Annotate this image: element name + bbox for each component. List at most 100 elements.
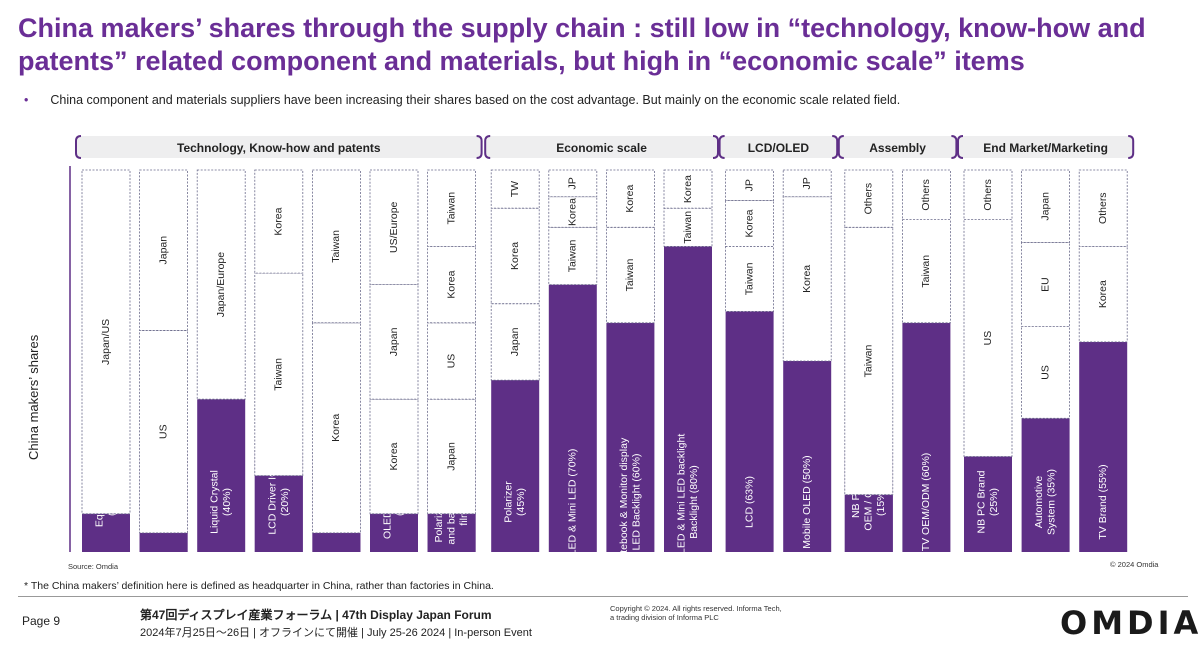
segment-label: JP	[801, 177, 813, 189]
segment-label-line: Japan/Europe	[215, 252, 227, 318]
china-share-bar	[491, 380, 540, 552]
china-share-bar	[1079, 341, 1128, 552]
other-share-segment	[369, 169, 419, 285]
other-share-segment	[254, 169, 304, 274]
group-header: Economic scale	[484, 135, 719, 159]
segment-label-line: Taiwan	[863, 344, 875, 377]
other-share-segment	[311, 322, 361, 534]
segment-label-line: Others	[1097, 192, 1109, 224]
stacked-bar: TV Brand (55%) Korea Others	[1078, 169, 1128, 552]
other-share-segment	[606, 169, 655, 228]
china-share-bar	[606, 322, 655, 552]
segment-label: US	[445, 354, 457, 369]
segment-label-line: Korea	[273, 207, 285, 235]
segment-label: Korea	[624, 184, 636, 212]
segment-label: US/Europe	[388, 201, 400, 253]
segment-label-line: Japan	[1039, 192, 1051, 221]
china-share-label: TV LED & Mini LED backlight Backlight (80…	[676, 434, 701, 560]
segment-label-line: Taiwan	[445, 192, 457, 225]
segment-label: Others	[863, 183, 875, 215]
china-share-label-line: TV Brand (55%)	[1097, 464, 1109, 539]
china-share-label: LCD Driver IC (20%)	[266, 469, 291, 535]
segment-label: Korea	[445, 270, 457, 298]
segment-label: Korea	[743, 209, 755, 237]
bullet-text: • China component and materials suppliers…	[24, 93, 900, 107]
segment-label-line: EU	[1039, 277, 1051, 292]
china-share-label-line: (45%)	[515, 488, 527, 516]
segment-label-line: JP	[743, 179, 755, 191]
segment-label: Korea	[801, 265, 813, 293]
segment-label-line: Korea	[1097, 280, 1109, 308]
stacked-bar: LCD Driver IC (20%) Taiwan Korea	[254, 169, 304, 552]
other-share-segment	[844, 226, 894, 496]
group-header-bg	[958, 136, 1134, 158]
segment-label-line: Korea	[624, 184, 636, 212]
group-bracket-left	[75, 135, 82, 159]
other-share-segment	[427, 246, 477, 324]
china-share-label-line: LCD (63%)	[743, 476, 755, 528]
china-label-backing	[964, 452, 1012, 552]
segment-label-line: US	[1039, 365, 1051, 380]
other-share-segment	[663, 169, 713, 209]
legal-line-2: a trading division of Informa PLC	[610, 613, 719, 622]
segment-label-line: Korea	[682, 175, 694, 203]
china-share-label-line: Backlight (80%)	[688, 465, 700, 539]
china-share-label-line: NB PC Brand	[976, 470, 988, 533]
segment-label-line: Taiwan	[330, 230, 342, 263]
china-share-label-line: Automotive	[1033, 476, 1045, 529]
other-share-segment	[725, 200, 774, 247]
group-header-bg	[485, 136, 718, 158]
china-share-label-line: Polarizer	[503, 481, 515, 523]
china-share-label-line: LED & Mini LED (70%)	[567, 449, 579, 556]
china-share-bar	[1021, 418, 1070, 552]
segment-label: Japan	[509, 327, 521, 356]
other-share-segment	[606, 226, 655, 324]
group-header-label: End Market/Marketing	[983, 141, 1108, 155]
other-share-segment	[663, 207, 713, 247]
forum-dates: 2024年7月25日～26日 | オフラインにて開催 | July 25-26 …	[140, 627, 532, 639]
segment-label: Taiwan	[863, 344, 875, 377]
chart-copyright: © 2024 Omdia	[1110, 560, 1159, 569]
group-bracket-right	[951, 135, 958, 159]
china-share-label: TV OEM/ODM (60%)	[920, 453, 932, 552]
group-bracket-right	[712, 135, 719, 159]
group-header-label: LCD/OLED	[748, 141, 810, 155]
china-share-label-line: Notebook & Monitor display	[618, 437, 630, 560]
segment-label: Taiwan	[567, 239, 579, 272]
china-share-label-line: TV LED & Mini LED backlight	[676, 434, 688, 560]
group-header: End Market/Marketing	[957, 135, 1135, 159]
segment-label-line: US	[982, 331, 994, 346]
segment-label: Taiwan	[920, 255, 932, 288]
segment-label: Japan/Europe	[215, 252, 227, 318]
segment-label: Japan	[1039, 192, 1051, 221]
china-share-bar	[548, 284, 597, 552]
group-header-bg	[838, 136, 957, 158]
other-share-segment	[369, 284, 419, 400]
segment-label-line: Japan/US	[100, 319, 112, 365]
segment-label-line: Taiwan	[624, 259, 636, 292]
china-share-label: Polarizer (45%)	[503, 481, 528, 523]
group-header-label: Technology, Know-how and patents	[177, 141, 381, 155]
china-share-label: LED & Mini LED (70%)	[567, 449, 579, 556]
other-share-segment	[725, 169, 774, 201]
segment-label-line: TW	[509, 181, 521, 197]
stacked-bar: TV OEM/ODM (60%) Taiwan Others	[902, 169, 951, 552]
omdia-logo: OMDIA	[1060, 604, 1200, 642]
group-header-label: Assembly	[869, 141, 926, 155]
segment-label-line: US/Europe	[388, 201, 400, 253]
other-share-segment	[548, 226, 598, 286]
other-share-segment	[782, 196, 832, 362]
segment-label-line: Japan	[509, 327, 521, 356]
china-share-bar	[902, 322, 951, 552]
china-share-label-line: System (35%)	[1046, 469, 1058, 535]
segment-label-line: Korea	[445, 270, 457, 298]
group-header: Technology, Know-how and patents	[75, 135, 483, 159]
segment-label-line: JP	[567, 177, 579, 189]
segment-label: Taiwan	[743, 262, 755, 295]
other-share-segment	[490, 169, 540, 209]
segment-label: Korea	[567, 198, 579, 226]
supply-chain-chart: Technology, Know-how and patents Economic…	[69, 135, 1135, 560]
other-share-segment	[254, 272, 304, 477]
